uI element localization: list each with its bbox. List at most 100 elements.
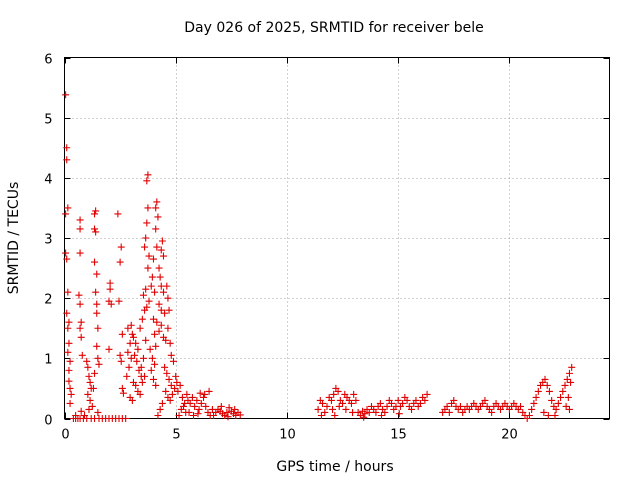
data-point bbox=[186, 399, 194, 407]
data-point bbox=[161, 309, 169, 317]
data-point bbox=[416, 399, 424, 407]
data-point bbox=[148, 273, 156, 281]
data-point bbox=[93, 270, 101, 278]
data-point bbox=[314, 405, 322, 413]
data-point bbox=[83, 357, 91, 365]
data-point bbox=[146, 345, 154, 353]
data-point bbox=[157, 246, 165, 254]
data-point bbox=[190, 411, 198, 419]
data-point bbox=[149, 375, 157, 383]
data-point bbox=[65, 377, 73, 385]
data-point bbox=[399, 399, 407, 407]
data-point bbox=[317, 411, 325, 419]
data-point bbox=[361, 410, 369, 418]
data-point bbox=[563, 375, 571, 383]
data-point bbox=[151, 288, 159, 296]
data-point bbox=[94, 408, 102, 416]
y-tick-label: 6 bbox=[44, 53, 52, 68]
data-point bbox=[372, 408, 380, 416]
data-point bbox=[144, 171, 152, 179]
data-point bbox=[347, 399, 355, 407]
data-point bbox=[77, 407, 85, 415]
data-point bbox=[548, 396, 556, 404]
data-point bbox=[154, 213, 162, 221]
data-point bbox=[62, 210, 70, 218]
data-point bbox=[91, 210, 99, 218]
data-point bbox=[65, 339, 73, 347]
data-point bbox=[151, 360, 159, 368]
data-point bbox=[564, 393, 572, 401]
data-point bbox=[106, 279, 114, 287]
data-point bbox=[376, 399, 384, 407]
data-point bbox=[175, 411, 183, 419]
y-tick-label: 5 bbox=[44, 113, 52, 128]
data-point bbox=[164, 324, 172, 332]
data-point bbox=[67, 390, 75, 398]
data-point bbox=[152, 204, 160, 212]
data-point bbox=[450, 396, 458, 404]
data-point bbox=[540, 408, 548, 416]
data-point bbox=[163, 282, 171, 290]
data-point bbox=[530, 399, 538, 407]
data-point bbox=[568, 363, 576, 371]
data-point bbox=[567, 378, 575, 386]
data-point bbox=[129, 333, 137, 341]
data-point bbox=[165, 375, 173, 383]
data-point bbox=[166, 339, 174, 347]
data-point bbox=[128, 396, 136, 404]
data-point bbox=[200, 393, 208, 401]
data-point bbox=[544, 411, 552, 419]
data-point bbox=[157, 321, 165, 329]
data-point bbox=[173, 378, 181, 386]
data-point bbox=[81, 411, 89, 419]
data-point bbox=[127, 354, 135, 362]
data-point bbox=[408, 405, 416, 413]
data-point bbox=[153, 198, 161, 206]
data-point bbox=[62, 249, 70, 257]
data-point bbox=[180, 402, 188, 410]
data-point bbox=[481, 396, 489, 404]
data-point bbox=[381, 408, 389, 416]
data-point bbox=[319, 399, 327, 407]
data-point bbox=[225, 404, 233, 412]
data-point bbox=[94, 324, 102, 332]
data-point bbox=[116, 258, 124, 266]
data-point bbox=[185, 408, 193, 416]
data-point bbox=[541, 375, 549, 383]
data-point bbox=[65, 318, 73, 326]
data-point bbox=[63, 255, 71, 263]
data-point bbox=[141, 243, 149, 251]
data-point bbox=[118, 384, 126, 392]
data-point bbox=[64, 204, 72, 212]
data-point bbox=[76, 324, 84, 332]
data-point bbox=[155, 264, 163, 272]
data-point bbox=[532, 393, 540, 401]
data-point bbox=[63, 156, 71, 164]
data-point bbox=[223, 408, 231, 416]
data-point bbox=[93, 300, 101, 308]
data-point bbox=[377, 411, 385, 419]
data-point bbox=[125, 363, 133, 371]
data-point bbox=[153, 243, 161, 251]
y-tick-label: 4 bbox=[44, 173, 52, 188]
data-point bbox=[62, 91, 70, 99]
data-point bbox=[236, 411, 244, 419]
data-point bbox=[231, 405, 239, 413]
data-point bbox=[77, 333, 85, 341]
data-point bbox=[388, 399, 395, 407]
data-point bbox=[152, 381, 160, 389]
data-point bbox=[93, 342, 101, 350]
data-point bbox=[105, 345, 113, 353]
x-tick-labels: 0 5 10 15 20 bbox=[61, 428, 517, 443]
data-point bbox=[201, 390, 209, 398]
data-point bbox=[64, 288, 72, 296]
data-point bbox=[142, 285, 150, 293]
data-point bbox=[142, 234, 150, 242]
data-point bbox=[335, 402, 343, 410]
y-tick-labels: 0 1 2 3 4 5 6 bbox=[44, 53, 52, 429]
data-point bbox=[194, 410, 202, 418]
data-point bbox=[123, 372, 131, 380]
data-point bbox=[329, 405, 337, 413]
data-point bbox=[75, 291, 83, 299]
data-point bbox=[350, 390, 358, 398]
